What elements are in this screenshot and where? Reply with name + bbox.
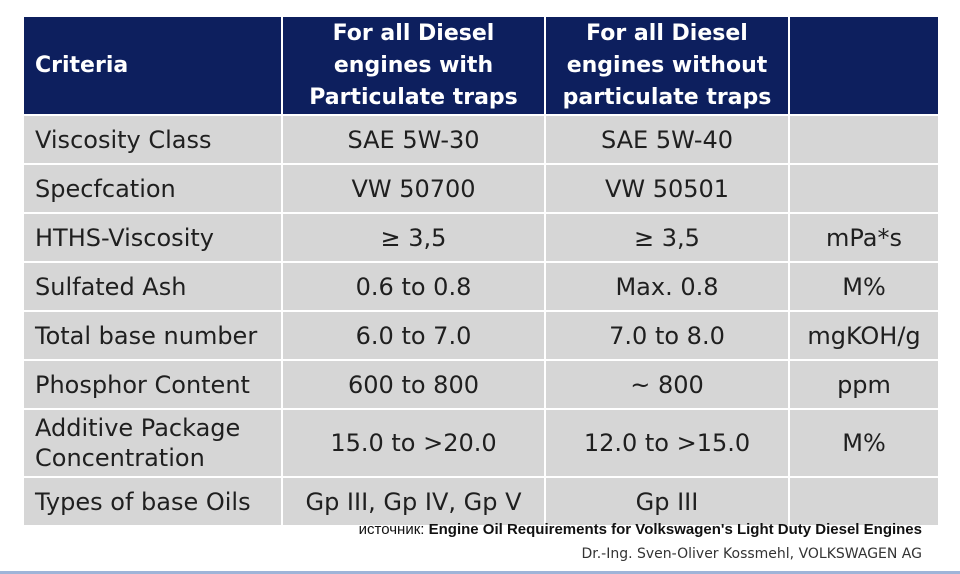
unit-cell: M% xyxy=(788,261,940,312)
table-header-row: Criteria For all Diesel engines with Par… xyxy=(22,15,940,116)
unit-cell: M% xyxy=(788,408,940,478)
header-with-particulate-traps: For all Diesel engines with Particulate … xyxy=(281,15,546,116)
with-traps-cell: Gp III, Gp IV, Gp V xyxy=(281,476,546,527)
with-traps-cell: 15.0 to >20.0 xyxy=(281,408,546,478)
without-traps-cell: SAE 5W-40 xyxy=(544,114,790,165)
table-row: Total base number 6.0 to 7.0 7.0 to 8.0 … xyxy=(22,310,940,361)
table-row: HTHS-Viscosity ≥ 3,5 ≥ 3,5 mPa*s xyxy=(22,212,940,263)
unit-cell xyxy=(788,163,940,214)
unit-cell: ppm xyxy=(788,359,940,410)
oil-spec-table: Criteria For all Diesel engines with Par… xyxy=(22,15,940,527)
criteria-cell: Types of base Oils xyxy=(22,476,283,527)
header-unit xyxy=(788,15,940,116)
header-criteria: Criteria xyxy=(22,15,283,116)
author-caption: Dr.-Ing. Sven-Oliver Kossmehl, VOLKSWAGE… xyxy=(581,546,922,562)
with-traps-cell: VW 50700 xyxy=(281,163,546,214)
without-traps-cell: Max. 0.8 xyxy=(544,261,790,312)
table-row: Phosphor Content 600 to 800 ~ 800 ppm xyxy=(22,359,940,410)
unit-cell xyxy=(788,114,940,165)
table-row: Specfcation VW 50700 VW 50501 xyxy=(22,163,940,214)
source-label: источник: xyxy=(358,521,425,538)
criteria-cell: HTHS-Viscosity xyxy=(22,212,283,263)
without-traps-cell: 12.0 to >15.0 xyxy=(544,408,790,478)
without-traps-cell: 7.0 to 8.0 xyxy=(544,310,790,361)
without-traps-cell: ≥ 3,5 xyxy=(544,212,790,263)
criteria-cell: Viscosity Class xyxy=(22,114,283,165)
source-title: Engine Oil Requirements for Volkswagen's… xyxy=(428,521,922,538)
header-without-particulate-traps: For all Diesel engines without particula… xyxy=(544,15,790,116)
table-row: Sulfated Ash 0.6 to 0.8 Max. 0.8 M% xyxy=(22,261,940,312)
with-traps-cell: 0.6 to 0.8 xyxy=(281,261,546,312)
table-row: Additive Package Concentration 15.0 to >… xyxy=(22,408,940,478)
unit-cell: mgKOH/g xyxy=(788,310,940,361)
with-traps-cell: 600 to 800 xyxy=(281,359,546,410)
unit-cell xyxy=(788,476,940,527)
criteria-cell: Sulfated Ash xyxy=(22,261,283,312)
with-traps-cell: SAE 5W-30 xyxy=(281,114,546,165)
source-caption: источник: Engine Oil Requirements for Vo… xyxy=(359,521,922,538)
criteria-cell: Phosphor Content xyxy=(22,359,283,410)
without-traps-cell: Gp III xyxy=(544,476,790,527)
without-traps-cell: VW 50501 xyxy=(544,163,790,214)
unit-cell: mPa*s xyxy=(788,212,940,263)
criteria-cell: Specfcation xyxy=(22,163,283,214)
table-row: Viscosity Class SAE 5W-30 SAE 5W-40 xyxy=(22,114,940,165)
table-row: Types of base Oils Gp III, Gp IV, Gp V G… xyxy=(22,476,940,527)
without-traps-cell: ~ 800 xyxy=(544,359,790,410)
criteria-cell: Additive Package Concentration xyxy=(22,408,283,478)
with-traps-cell: ≥ 3,5 xyxy=(281,212,546,263)
criteria-cell: Total base number xyxy=(22,310,283,361)
with-traps-cell: 6.0 to 7.0 xyxy=(281,310,546,361)
bottom-divider xyxy=(0,571,960,574)
